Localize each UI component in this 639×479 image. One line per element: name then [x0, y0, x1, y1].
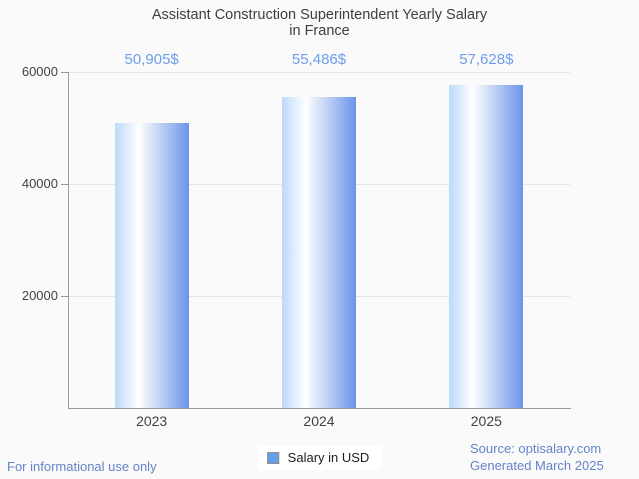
- legend-label: Salary in USD: [287, 450, 370, 465]
- bar-value-label-2024: 55,486$: [291, 51, 347, 68]
- x-axis-label-2023: 2023: [136, 413, 168, 429]
- y-axis-tick-label: 60000: [21, 64, 58, 79]
- chart-title-line1: Assistant Construction Superintendent Ye…: [151, 7, 488, 23]
- legend: Salary in USD: [257, 446, 382, 470]
- y-axis-tick: [61, 184, 68, 185]
- y-axis-line: [68, 72, 69, 408]
- bar-2023[interactable]: [114, 122, 189, 408]
- x-axis-label-2025: 2025: [470, 413, 502, 429]
- y-axis-tick: [61, 72, 68, 73]
- source-text: Source: optisalary.com: [470, 441, 602, 456]
- gridline: [68, 72, 570, 73]
- y-axis-tick-label: 40000: [21, 176, 58, 191]
- bar-2024[interactable]: [282, 97, 356, 408]
- bar-value-label-2023: 50,905$: [124, 51, 179, 68]
- bar-value-label-2025: 57,628$: [459, 51, 514, 68]
- y-axis-tick: [61, 296, 68, 297]
- chart-title: Assistant Construction Superintendent Ye…: [0, 7, 639, 39]
- generated-text: Generated March 2025: [470, 457, 604, 473]
- disclaimer-text: For informational use only: [7, 459, 157, 474]
- legend-swatch-icon: [266, 451, 279, 464]
- y-axis-tick-label: 20000: [21, 288, 58, 303]
- x-axis-baseline: [68, 408, 571, 409]
- source-attribution: Source: optisalary.com Generated March 2…: [470, 441, 604, 474]
- bar-2025[interactable]: [449, 85, 524, 408]
- x-axis-label-2024: 2024: [303, 413, 335, 429]
- chart-title-line2: in France: [289, 23, 350, 39]
